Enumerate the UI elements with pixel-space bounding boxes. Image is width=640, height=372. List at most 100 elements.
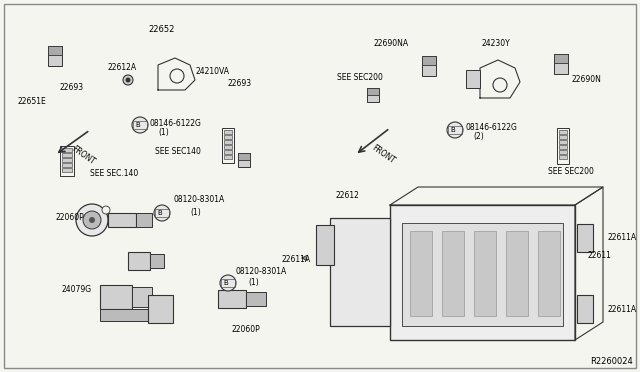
Bar [224,135,232,139]
Bar [48,46,62,55]
Bar [559,130,567,134]
Bar [62,163,72,167]
Text: 22693: 22693 [228,80,252,89]
Text: 22651E: 22651E [18,97,47,106]
Bar [390,205,575,340]
Bar [224,145,232,149]
Bar [221,279,235,287]
FancyArrow shape [340,90,367,99]
Bar [559,155,567,159]
Bar [133,121,147,129]
Text: 22690NA: 22690NA [373,38,408,48]
Bar [559,145,567,149]
Circle shape [170,69,184,83]
Circle shape [154,205,170,221]
Text: 22611: 22611 [588,250,612,260]
Bar [100,309,152,321]
Bar [448,126,462,134]
Circle shape [220,275,236,291]
Circle shape [123,75,133,85]
Bar [559,150,567,154]
Circle shape [493,78,507,92]
Circle shape [83,211,101,229]
Polygon shape [480,60,520,98]
FancyArrow shape [80,155,105,164]
Bar [224,150,232,154]
Bar [222,128,234,163]
FancyArrow shape [220,155,245,164]
Bar [554,54,568,74]
Bar [402,223,563,326]
Circle shape [76,204,108,236]
Text: (1): (1) [158,128,169,137]
Bar [559,135,567,139]
Polygon shape [390,187,603,205]
Bar [316,225,334,265]
Text: B: B [157,210,163,216]
Bar [132,287,152,307]
Bar [474,231,496,316]
Text: R2260024: R2260024 [590,357,633,366]
Circle shape [125,77,131,83]
Text: SEE SEC200: SEE SEC200 [337,74,383,83]
Bar [538,231,560,316]
Text: (1): (1) [190,208,201,217]
Bar [238,153,250,160]
Bar [60,146,74,176]
Text: 08146-6122G: 08146-6122G [466,124,518,132]
Text: 22611A: 22611A [607,234,636,243]
Text: SEE SEC200: SEE SEC200 [548,167,594,176]
Text: FRONT: FRONT [371,143,397,166]
Text: 22652: 22652 [148,26,174,35]
Text: 08120-8301A: 08120-8301A [236,266,287,276]
Bar [48,46,62,66]
Bar [577,224,593,252]
Bar [367,88,379,95]
Bar [218,290,246,308]
Bar [224,155,232,159]
Text: (2): (2) [473,132,484,141]
Bar [62,168,72,172]
Bar [148,295,173,323]
Bar [422,56,436,65]
Text: 22060P: 22060P [56,214,84,222]
Bar [62,153,72,157]
Circle shape [102,206,110,214]
Bar [506,231,528,316]
Bar [442,231,464,316]
Text: 22611A: 22611A [607,305,636,314]
Text: 08146-6122G: 08146-6122G [150,119,202,128]
Text: B: B [451,127,456,133]
Bar [150,254,164,268]
Text: (1): (1) [248,279,259,288]
Text: FRONT: FRONT [70,144,97,167]
Bar [62,148,72,152]
Bar [108,213,136,227]
Text: 08120-8301A: 08120-8301A [174,196,225,205]
Bar [559,140,567,144]
Bar [330,218,390,326]
Bar [246,292,266,306]
Text: 22612: 22612 [335,192,359,201]
Polygon shape [575,187,603,340]
Text: 22060P: 22060P [232,326,260,334]
FancyArrow shape [578,154,603,163]
Circle shape [132,117,148,133]
Bar [367,88,379,102]
Polygon shape [158,58,195,90]
Bar [155,209,169,217]
Text: 22612A: 22612A [108,64,137,73]
Text: SEE SEC140: SEE SEC140 [155,148,201,157]
Text: 24230Y: 24230Y [482,38,511,48]
Bar [136,213,152,227]
Text: 22690N: 22690N [572,76,602,84]
Bar [224,130,232,134]
Text: 24079G: 24079G [62,285,92,295]
Bar [577,295,593,323]
Text: B: B [136,122,140,128]
Circle shape [89,217,95,223]
Bar [466,70,480,88]
Bar [422,56,436,76]
Bar [554,54,568,63]
Bar [238,153,250,167]
